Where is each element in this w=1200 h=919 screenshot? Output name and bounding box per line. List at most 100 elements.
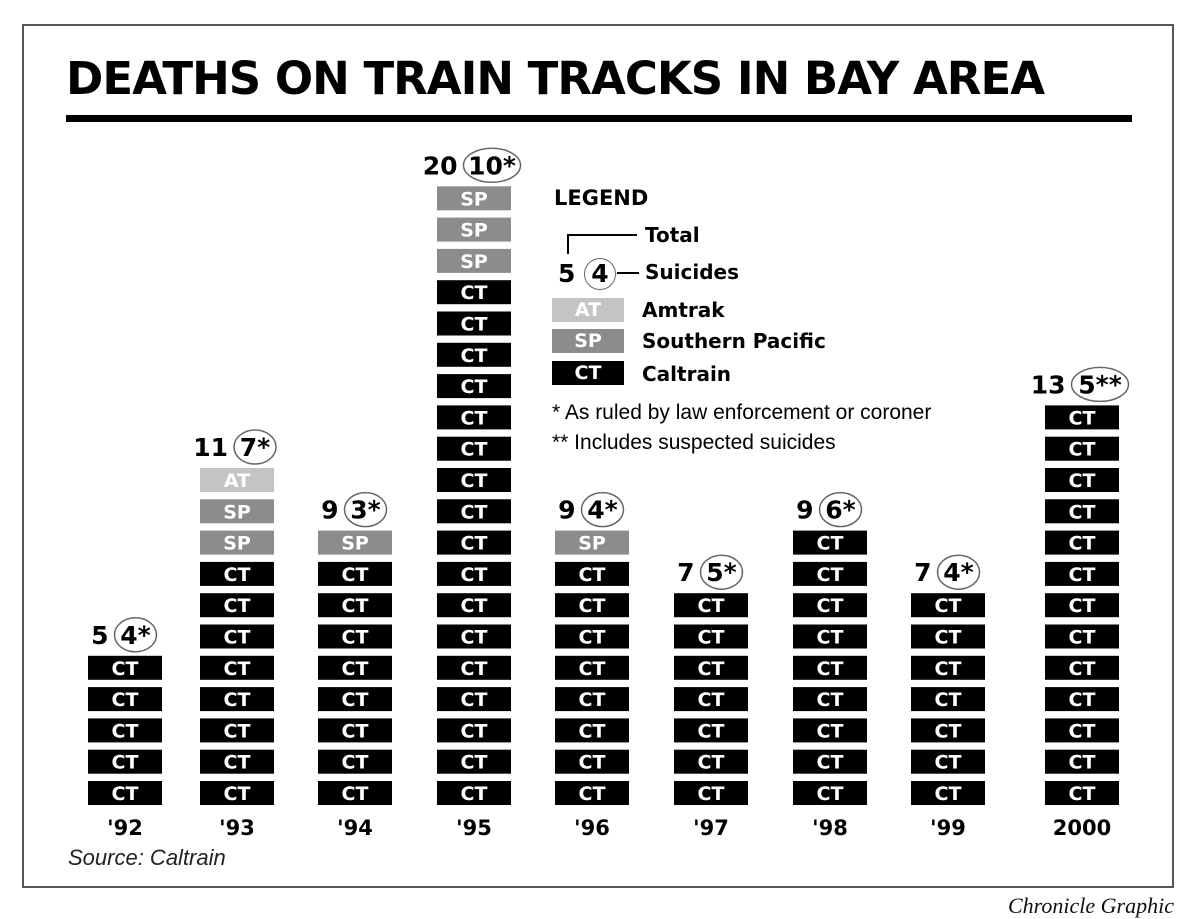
bar-block-label-ct: CT [342,752,369,774]
bar-block-label-sp: SP [460,220,488,242]
total-label: 13 [1031,370,1066,399]
bar-block-ct [793,718,867,743]
suicide-oval [462,147,522,184]
bar-block-label-ct: CT [112,658,139,680]
bar-block-ct [674,749,748,774]
bar-block-label-ct: CT [461,627,488,649]
suicide-oval [113,617,158,653]
bar-block-label-ct: CT [461,720,488,742]
bar-block-label-ct: CT [698,689,725,711]
suicide-oval [1070,366,1130,403]
bar-block-label-ct: CT [461,345,488,367]
bar-block-ct [1045,499,1119,524]
bar-block-ct [437,280,511,305]
bar-block-ct [437,468,511,492]
total-label: 9 [558,496,575,525]
bar-block-ct [793,624,867,649]
bar-block-label-ct: CT [1069,501,1096,523]
bar-block-label-ct: CT [579,783,606,805]
x-tick-label: '95 [456,816,492,840]
x-tick-label: '94 [337,816,373,840]
bar-block-label-ct: CT [935,627,962,649]
bar-block-ct [1045,655,1119,680]
suicide-label: 5* [706,558,736,587]
bar-block-label-ct: CT [224,720,251,742]
bar-block-label-ct: CT [579,595,606,617]
bar-block-sp [437,186,511,211]
bar-block-at [200,468,274,492]
bar-block-ct [793,749,867,774]
bar-block-ct [437,561,511,586]
bar-block-label-ct: CT [461,501,488,523]
bar-block-ct [1045,405,1119,430]
bar-block-ct [674,687,748,712]
bar-block-ct [555,781,629,805]
bar-block-label-ct: CT [112,720,139,742]
graphic-credit: Chronicle Graphic [1008,893,1174,918]
bar-block-ct [793,781,867,805]
bar-block-ct [318,718,392,743]
bar-block-label-ct: CT [342,783,369,805]
bar-block-ct [674,655,748,680]
bar-block-ct [1045,530,1119,555]
bar-block-ct [200,781,274,805]
total-label: 7 [677,558,694,587]
bar-block-label-ct: CT [461,658,488,680]
bar-block-ct [793,530,867,555]
bar-block-label-ct: CT [342,720,369,742]
bar-block-label-ct: CT [461,314,488,336]
bar-block-ct [555,624,629,649]
bar-block-label-sp: SP [341,533,369,555]
bar-block-ct [911,593,985,618]
bar-block-label-ct: CT [579,752,606,774]
bar-block-ct [437,374,511,399]
bar-block-ct [437,624,511,649]
bar-block-label-ct: CT [698,658,725,680]
bar-block-ct [674,718,748,743]
bar-block-label-ct: CT [817,627,844,649]
bar-block-label-ct: CT [461,439,488,461]
bar-block-ct [318,687,392,712]
bar-block-label-ct: CT [1069,752,1096,774]
bar-block-ct [88,718,162,743]
bar-block-label-ct: CT [935,595,962,617]
bar-block-ct [200,561,274,586]
bar-block-label-ct: CT [1069,689,1096,711]
title-rule [66,115,1132,122]
bar-block-label-ct: CT [461,407,488,429]
bar-block-label-ct: CT [224,783,251,805]
bar-block-ct [1045,593,1119,618]
x-tick-label: 2000 [1053,816,1111,840]
x-tick-label: '96 [574,816,610,840]
bar-block-label-ct: CT [1069,439,1096,461]
bar-block-ct [793,561,867,586]
total-label: 9 [796,496,813,525]
bar-block-ct [437,436,511,461]
bar-block-ct [318,749,392,774]
bar-block-label-ct: CT [817,658,844,680]
bar-block-ct [200,749,274,774]
bar-block-ct [437,749,511,774]
bar-block-sp [318,530,392,555]
x-tick-label: '92 [107,816,143,840]
bar-block-label-ct: CT [935,783,962,805]
bar-block-sp [200,499,274,524]
bar-block-ct [555,749,629,774]
bar-block-label-ct: CT [698,720,725,742]
bar-block-ct [200,624,274,649]
bar-block-label-ct: CT [461,470,488,492]
bar-block-label-ct: CT [224,752,251,774]
bar-block-label-ct: CT [224,595,251,617]
bar-block-ct [200,655,274,680]
bar-block-label-ct: CT [817,720,844,742]
bar-block-ct [437,718,511,743]
bar-block-label-ct: CT [817,595,844,617]
x-tick-label: '93 [219,816,255,840]
x-tick-label: '97 [693,816,729,840]
bar-block-ct [1045,624,1119,649]
bar-block-sp [200,530,274,555]
bar-block-label-ct: CT [935,689,962,711]
bar-block-ct [1045,718,1119,743]
bar-block-ct [1045,561,1119,586]
bar-block-label-ct: CT [461,533,488,555]
